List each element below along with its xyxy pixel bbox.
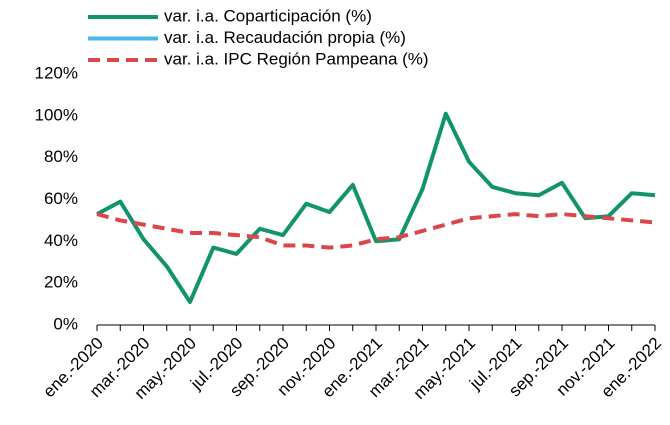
series-line — [96, 111, 656, 304]
legend-label: var. i.a. Coparticipación (%) — [164, 6, 372, 25]
y-tick-label: 60% — [44, 189, 78, 208]
y-tick-label: 20% — [44, 273, 78, 292]
legend-label: var. i.a. IPC Región Pampeana (%) — [164, 49, 429, 68]
y-tick-label: 80% — [44, 147, 78, 166]
y-tick-label: 120% — [35, 63, 78, 82]
y-tick-label: 40% — [44, 231, 78, 250]
legend-label: var. i.a. Recaudación propia (%) — [164, 28, 406, 47]
y-tick-label: 0% — [53, 314, 78, 333]
y-tick-label: 100% — [35, 105, 78, 124]
